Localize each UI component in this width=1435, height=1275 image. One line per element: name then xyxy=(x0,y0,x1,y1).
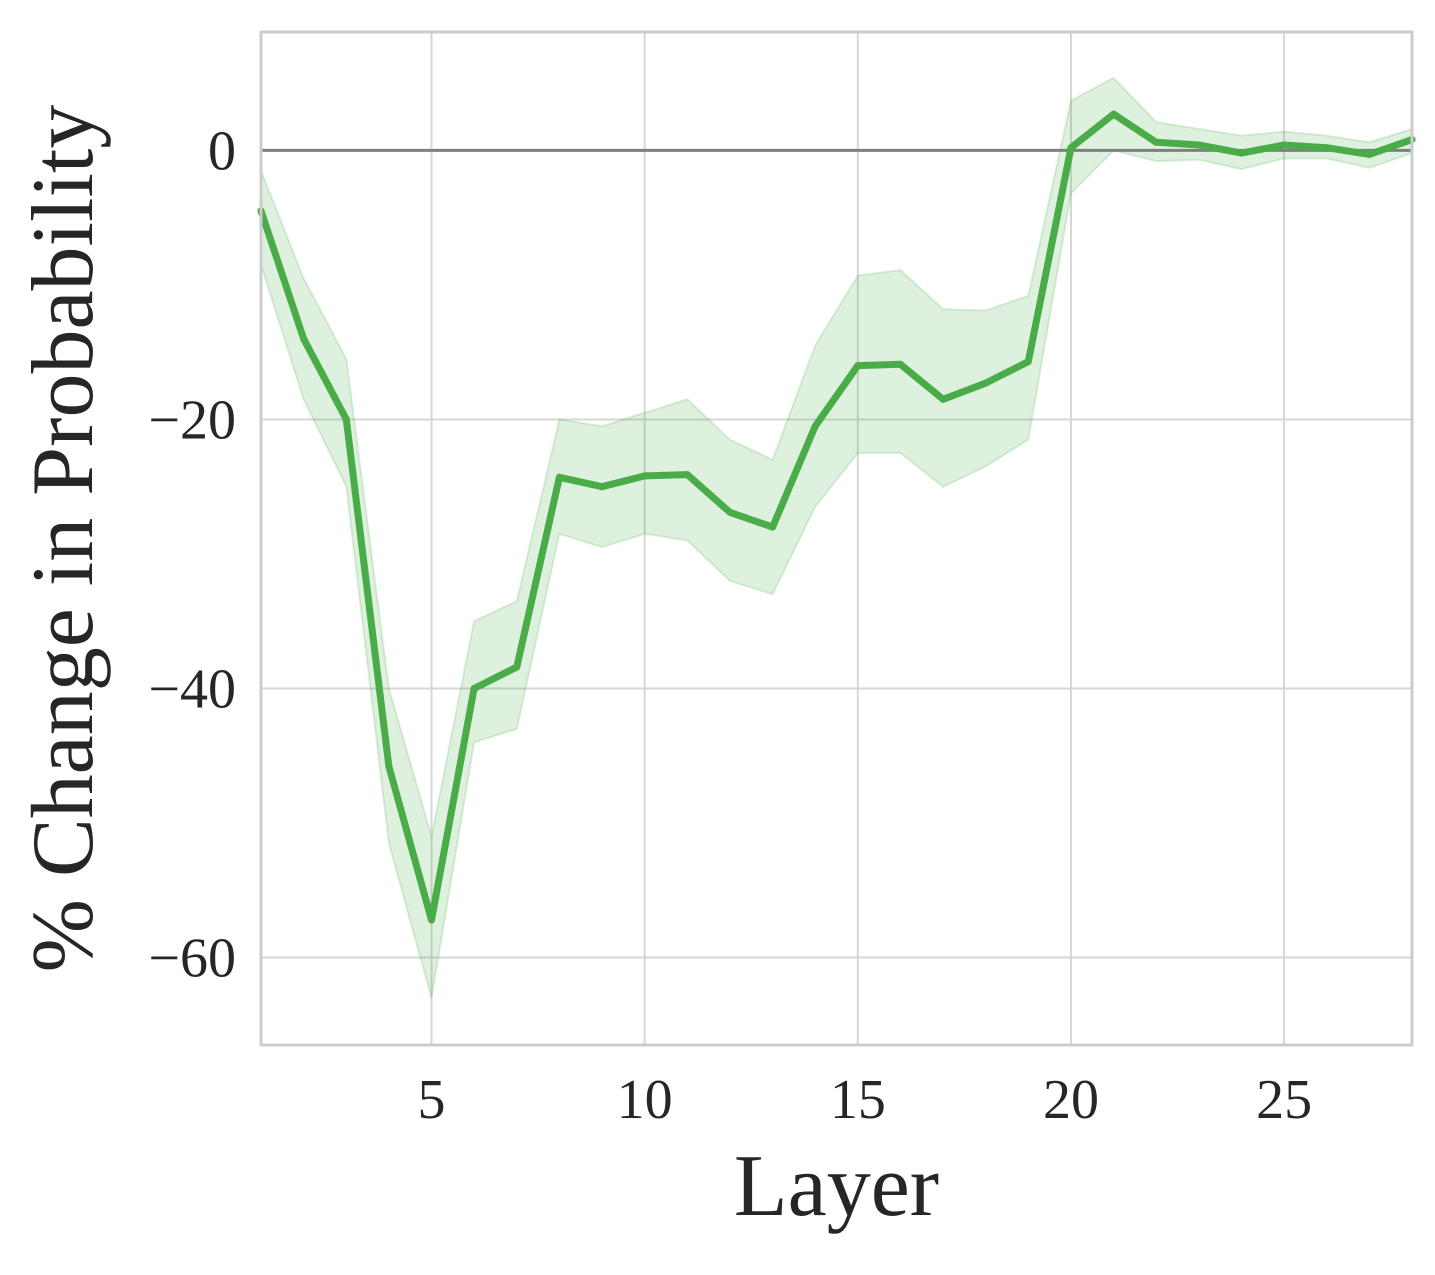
data-point-0-19 xyxy=(1067,144,1075,152)
data-point-0-23 xyxy=(1238,149,1245,157)
data-point-0-24 xyxy=(1280,141,1288,149)
data-point-0-22 xyxy=(1195,141,1203,149)
x-tick-label: 5 xyxy=(418,1069,446,1131)
data-point-0-16 xyxy=(939,395,947,403)
data-point-0-1 xyxy=(300,335,308,343)
data-point-0-5 xyxy=(470,685,478,692)
x-tick-label: 10 xyxy=(617,1069,673,1131)
data-point-0-10 xyxy=(683,471,691,479)
y-axis-title: % Change in Probability xyxy=(15,105,112,973)
y-tick-labels: 0 −20 −40 −60 xyxy=(148,120,236,989)
data-point-0-11 xyxy=(726,508,734,516)
data-point-0-21 xyxy=(1152,138,1160,146)
data-point-0-8 xyxy=(598,483,606,491)
data-point-0-26 xyxy=(1365,150,1373,158)
series-line-0 xyxy=(257,110,1416,924)
data-point-0-15 xyxy=(896,360,904,368)
data-point-0-13 xyxy=(811,422,819,430)
x-tick-label: 25 xyxy=(1256,1069,1312,1131)
data-point-0-6 xyxy=(513,663,521,671)
y-tick-label: 0 xyxy=(208,120,236,182)
data-point-0-18 xyxy=(1024,358,1032,366)
data-point-0-4 xyxy=(428,916,435,924)
y-tick-label: −40 xyxy=(148,658,236,720)
x-tick-label: 15 xyxy=(830,1069,886,1131)
plot-frame xyxy=(259,30,1414,1047)
data-point-0-14 xyxy=(854,362,862,370)
x-tick-labels: 5 10 15 20 25 xyxy=(418,1069,1313,1131)
y-tick-label: −60 xyxy=(148,928,236,990)
data-point-0-17 xyxy=(982,379,990,387)
data-point-0-3 xyxy=(385,763,393,770)
data-point-0-7 xyxy=(555,473,563,481)
data-point-0-12 xyxy=(769,523,777,531)
x-tick-label: 20 xyxy=(1043,1069,1099,1131)
y-tick-label: −20 xyxy=(148,389,236,451)
confidence-band-0 xyxy=(260,76,1413,999)
data-point-0-2 xyxy=(342,415,350,423)
data-point-0-20 xyxy=(1110,110,1118,118)
data-point-0-9 xyxy=(641,472,649,480)
confidence-bands xyxy=(260,76,1413,999)
x-axis-title: Layer xyxy=(734,1138,939,1235)
data-point-0-25 xyxy=(1323,144,1331,152)
